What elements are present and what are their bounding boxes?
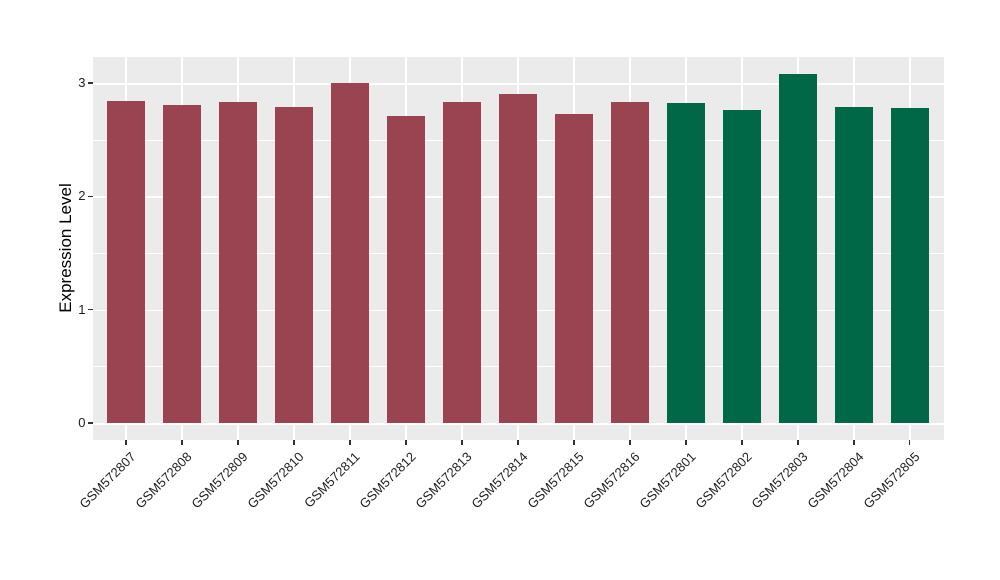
x-tick-mark: [125, 440, 127, 445]
x-tick-label-text: GSM572805: [860, 449, 923, 512]
x-tick-label-text: GSM572815: [524, 449, 587, 512]
bar-GSM572803: [778, 73, 818, 423]
x-tick-label-text: GSM572801: [636, 449, 699, 512]
bar-GSM572811: [330, 83, 370, 423]
y-tick-label: 1: [78, 301, 86, 317]
x-tick-mark: [293, 440, 295, 445]
x-tick-mark: [797, 440, 799, 445]
bar-GSM572805: [890, 107, 930, 423]
x-tick-mark: [517, 440, 519, 445]
x-tick-mark: [461, 440, 463, 445]
bar-GSM572810: [274, 106, 314, 423]
x-tick-label-text: GSM572814: [468, 449, 531, 512]
bar-GSM572812: [386, 115, 426, 423]
bar-GSM572809: [218, 102, 258, 423]
x-tick-mark: [909, 440, 911, 445]
x-tick-label-text: GSM572804: [804, 449, 867, 512]
x-tick-mark: [685, 440, 687, 445]
x-tick-mark: [853, 440, 855, 445]
bar-GSM572808: [162, 104, 202, 423]
x-tick-mark: [405, 440, 407, 445]
x-tick-mark: [741, 440, 743, 445]
bar-GSM572813: [442, 102, 482, 423]
x-tick-label-text: GSM572809: [188, 449, 251, 512]
y-tick-mark: [88, 195, 93, 197]
x-tick-label-text: GSM572802: [692, 449, 755, 512]
x-tick-label-text: GSM572807: [76, 449, 139, 512]
x-tick-label-text: GSM572816: [580, 449, 643, 512]
bar-GSM572807: [106, 101, 146, 423]
bar-GSM572815: [554, 113, 594, 423]
y-tick-mark: [88, 422, 93, 424]
y-tick-mark: [88, 82, 93, 84]
x-tick-mark: [237, 440, 239, 445]
bar-GSM572814: [498, 94, 538, 423]
x-tick-mark: [181, 440, 183, 445]
x-tick-label-text: GSM572808: [132, 449, 195, 512]
y-tick-label: 3: [78, 75, 86, 91]
x-tick-label-text: GSM572810: [244, 449, 307, 512]
bar-GSM572816: [610, 102, 650, 423]
x-tick-label-text: GSM572811: [301, 449, 363, 511]
x-tick-mark: [629, 440, 631, 445]
x-tick-label-text: GSM572803: [748, 449, 811, 512]
bar-GSM572802: [722, 110, 762, 423]
x-tick-mark: [573, 440, 575, 445]
y-tick-label: 2: [78, 188, 86, 204]
x-tick-label-text: GSM572813: [412, 449, 475, 512]
x-tick-mark: [349, 440, 351, 445]
bar-GSM572804: [834, 106, 874, 423]
y-tick-label: 0: [78, 415, 86, 430]
plot-panel: [92, 57, 944, 440]
y-tick-mark: [88, 309, 93, 311]
x-tick-label-text: GSM572812: [356, 449, 419, 512]
bar-GSM572801: [666, 103, 706, 423]
